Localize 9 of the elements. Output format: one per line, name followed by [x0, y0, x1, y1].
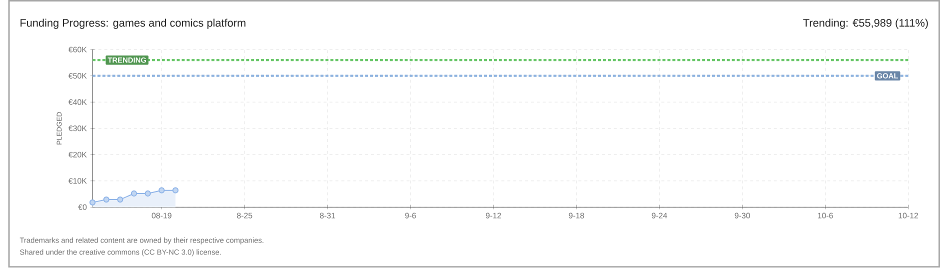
chart-subtitle: Trending: €55,989 (111%) — [803, 18, 928, 30]
point — [144, 190, 151, 197]
chart-title: Funding Progress: games and comics platform — [20, 18, 246, 30]
point — [89, 200, 96, 206]
point — [130, 190, 138, 197]
point — [158, 187, 165, 194]
point — [172, 187, 179, 194]
point — [117, 196, 124, 203]
point — [103, 196, 110, 203]
